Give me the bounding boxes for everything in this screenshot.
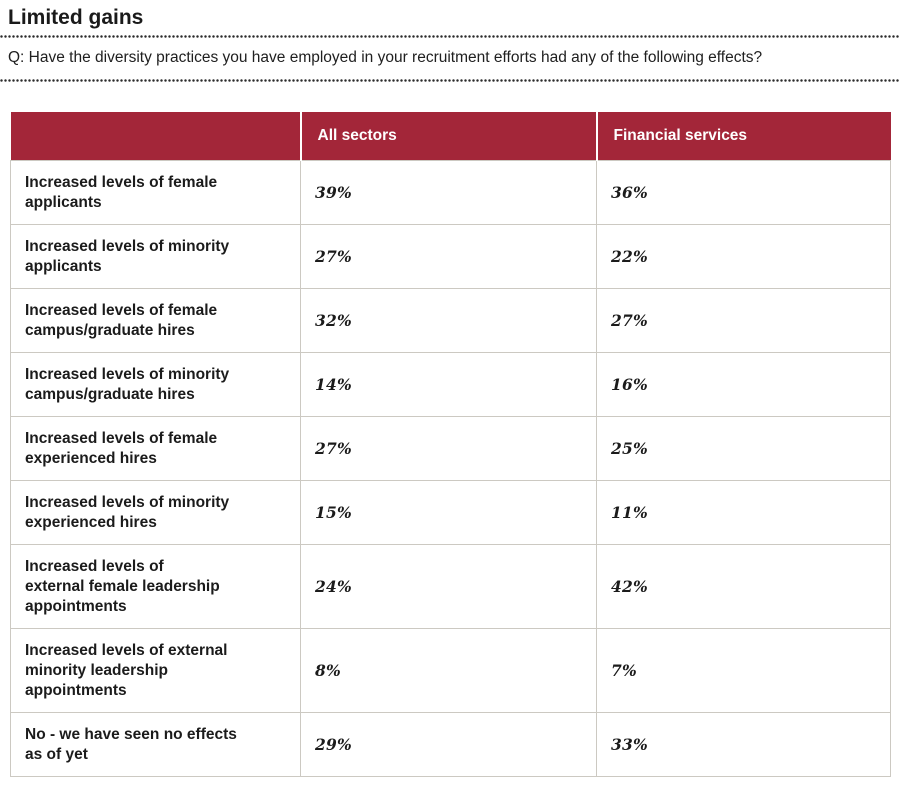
all-sectors-value-cell: 27% [300, 416, 597, 481]
financial-services-value-cell: 11% [596, 480, 891, 545]
column-header-all-sectors: All sectors [299, 112, 597, 161]
dotted-divider-top [0, 35, 900, 38]
all-sectors-value-cell: 29% [300, 712, 597, 777]
page-title: Limited gains [8, 6, 144, 29]
financial-services-value-cell: 7% [596, 628, 891, 713]
row-label-cell: No - we have seen no effects as of yet [10, 712, 301, 777]
all-sectors-value-cell: 15% [300, 480, 597, 545]
dotted-divider-bottom [0, 79, 900, 82]
financial-services-value-cell: 33% [596, 712, 891, 777]
results-table: All sectors Financial services Increased… [10, 112, 891, 777]
table-header-row: All sectors Financial services [10, 112, 891, 161]
table-row: Increased levels of female campus/gradua… [10, 288, 891, 353]
financial-services-value-cell: 22% [596, 224, 891, 289]
row-label-cell: Increased levels of minority campus/grad… [10, 352, 301, 417]
financial-services-value-cell: 16% [596, 352, 891, 417]
all-sectors-value-cell: 24% [300, 544, 597, 629]
financial-services-value-cell: 25% [596, 416, 891, 481]
column-header-blank [10, 112, 301, 161]
table-row: Increased levels of minority campus/grad… [10, 352, 891, 417]
all-sectors-value-cell: 8% [300, 628, 597, 713]
table-row: Increased levels of external minority le… [10, 628, 891, 713]
all-sectors-value-cell: 39% [300, 160, 597, 225]
financial-services-value-cell: 42% [596, 544, 891, 629]
table-row: Increased levels of minority experienced… [10, 480, 891, 545]
table-row: Increased levels of external female lead… [10, 544, 891, 629]
report-figure: Limited gains Q: Have the diversity prac… [0, 6, 900, 777]
table-row: Increased levels of female applicants 39… [10, 160, 891, 225]
row-label-cell: Increased levels of external female lead… [10, 544, 301, 629]
row-label-cell: Increased levels of female applicants [10, 160, 301, 225]
row-label-cell: Increased levels of minority applicants [10, 224, 301, 289]
all-sectors-value-cell: 32% [300, 288, 597, 353]
row-label-cell: Increased levels of female campus/gradua… [10, 288, 301, 353]
row-label-cell: Increased levels of external minority le… [10, 628, 301, 713]
row-label-cell: Increased levels of minority experienced… [10, 480, 301, 545]
financial-services-value-cell: 27% [596, 288, 891, 353]
table-row: Increased levels of minority applicants … [10, 224, 891, 289]
all-sectors-value-cell: 14% [300, 352, 597, 417]
all-sectors-value-cell: 27% [300, 224, 597, 289]
financial-services-value-cell: 36% [596, 160, 891, 225]
table-row: No - we have seen no effects as of yet 2… [10, 712, 891, 777]
table-row: Increased levels of female experienced h… [10, 416, 891, 481]
question-text: Q: Have the diversity practices you have… [8, 49, 763, 66]
column-header-financial-services: Financial services [595, 112, 891, 161]
row-label-cell: Increased levels of female experienced h… [10, 416, 301, 481]
